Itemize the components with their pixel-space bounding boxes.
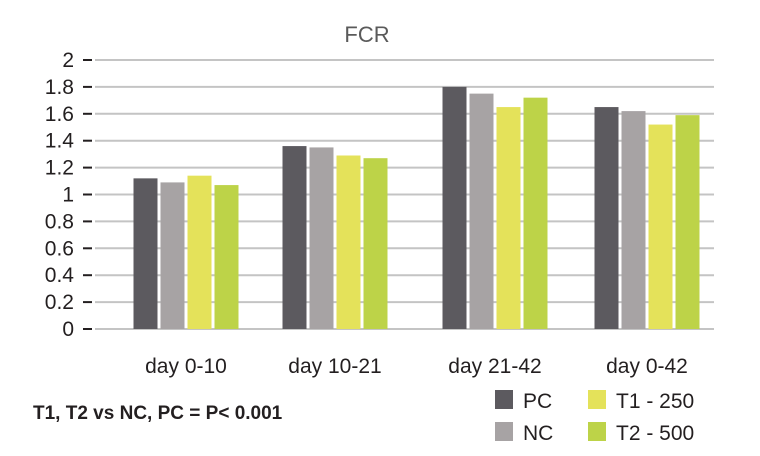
bar-pc-1 [133, 178, 158, 329]
y-tick-label: 0.4 [45, 264, 75, 287]
y-tick-label: 0 [62, 318, 74, 341]
bar-t1-250-4 [648, 124, 673, 329]
legend-swatch [495, 422, 513, 441]
legend: PC NC T1 - 250 T2 - 500 [495, 390, 694, 445]
y-tick-label: 0.8 [45, 210, 74, 233]
y-tick-label: 0.6 [45, 237, 74, 260]
significance-annotation: T1, T2 vs NC, PC = P< 0.001 [33, 403, 283, 424]
bar-pc-4 [594, 107, 619, 329]
bar-t1-250-3 [496, 107, 521, 329]
y-tick-label: 1.2 [45, 157, 74, 180]
bar-t2-500-2 [363, 158, 388, 329]
bar-t2-500-1 [214, 185, 239, 329]
bar-nc-4 [621, 111, 646, 329]
y-tick-label: 1.8 [45, 76, 74, 99]
x-axis: day 0-10 day 10-21 day 21-42 day 0-42 [145, 355, 688, 378]
bar-t2-500-3 [523, 97, 548, 329]
legend-label: PC [523, 390, 552, 413]
legend-swatch [495, 390, 513, 409]
x-category-label: day 0-42 [606, 355, 688, 378]
bar-pc-2 [282, 146, 307, 329]
bar-t1-250-2 [336, 155, 361, 329]
y-tick-label: 1.6 [45, 103, 74, 126]
y-tick-label: 1 [62, 184, 74, 207]
y-tick-label: 1.4 [45, 130, 75, 153]
legend-label: T2 - 500 [616, 422, 694, 445]
bar-t1-250-1 [187, 175, 212, 329]
y-tick-label: 0.2 [45, 291, 74, 314]
bar-nc-2 [309, 147, 334, 329]
x-category-label: day 21-42 [448, 355, 541, 378]
y-axis: 0 0.2 0.4 0.6 0.8 1 1.2 1.4 1.6 1.8 2 [45, 49, 92, 341]
bar-nc-3 [469, 93, 494, 329]
legend-swatch [588, 422, 606, 441]
x-category-label: day 0-10 [145, 355, 227, 378]
bar-nc-1 [160, 182, 185, 329]
chart-title: FCR [344, 22, 389, 47]
bar-t2-500-4 [675, 115, 700, 330]
legend-swatch [588, 390, 606, 409]
bar-pc-3 [442, 86, 467, 330]
x-category-label: day 10-21 [288, 355, 381, 378]
y-tick-label: 2 [62, 49, 74, 72]
legend-label: NC [523, 422, 553, 445]
bars [133, 86, 700, 330]
legend-label: T1 - 250 [616, 390, 694, 413]
